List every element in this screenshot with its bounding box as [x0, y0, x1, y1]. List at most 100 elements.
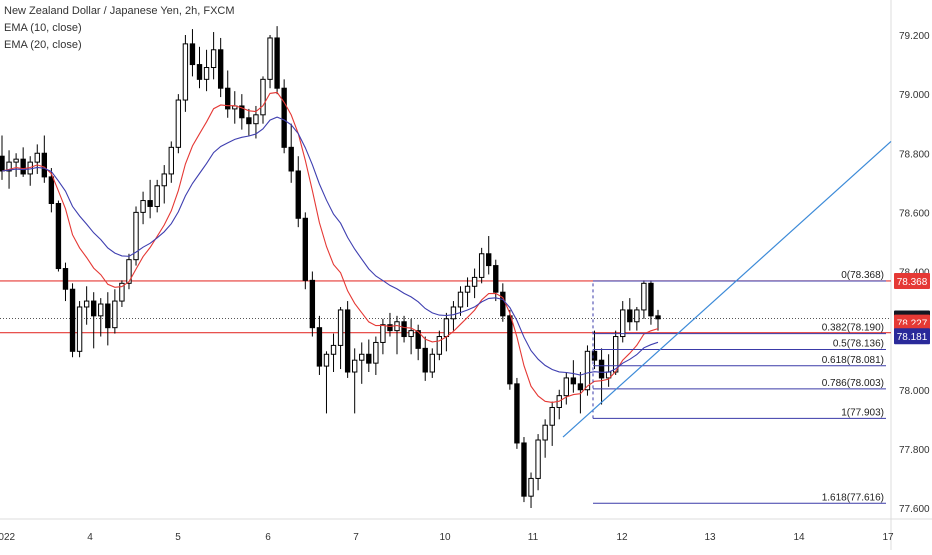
candle-up	[612, 336, 619, 373]
x-tick-label: 14	[793, 532, 805, 543]
x-tick-label: 5	[175, 532, 181, 543]
candle-up	[119, 282, 125, 302]
candle-down	[62, 268, 69, 290]
candle-down	[500, 291, 506, 317]
candle-up	[330, 344, 337, 355]
candle-down	[514, 383, 520, 444]
fib-level-label: 1(77.903)	[841, 407, 884, 418]
y-tick-label: 77.800	[899, 445, 930, 456]
x-tick-label: 11	[528, 532, 539, 543]
candle-down	[225, 87, 231, 110]
candle-down	[302, 217, 308, 281]
candle-down	[598, 359, 605, 379]
y-tick-label: 79.000	[899, 90, 930, 101]
price-badge-label: 78.227	[897, 319, 928, 330]
candle-up	[429, 353, 435, 373]
candle-down	[422, 347, 428, 373]
candle-up	[359, 353, 365, 361]
candle-up	[133, 211, 139, 261]
candle-up	[253, 114, 259, 125]
fib-level-label: 0.786(78.003)	[822, 378, 884, 389]
legend-ema-10: EMA (10, close)	[4, 22, 82, 34]
candle-up	[76, 306, 83, 352]
candle-down	[20, 158, 26, 175]
x-tick-label: 7	[353, 532, 359, 543]
candle-down	[655, 315, 661, 320]
x-tick-label: 12	[616, 532, 628, 543]
candle-down	[281, 87, 287, 148]
candle-down	[196, 64, 203, 80]
fib-level-label: 1.618(77.616)	[822, 492, 884, 503]
candle-down	[344, 309, 351, 373]
candle-down	[309, 279, 316, 329]
candle-up	[210, 49, 217, 69]
candle-up	[436, 336, 443, 355]
candle-down	[91, 300, 97, 317]
candle-down	[41, 152, 48, 178]
candle-down	[189, 43, 196, 66]
candle-up	[380, 324, 386, 343]
candle-down	[648, 282, 654, 317]
candle-up	[34, 152, 40, 163]
fib-level-label: 0.382(78.190)	[822, 323, 884, 334]
fib-level-label: 0(78.368)	[841, 270, 884, 281]
x-tick-label: 17	[882, 532, 894, 543]
candle-down	[570, 377, 577, 385]
candle-up	[83, 300, 90, 308]
candle-up	[161, 173, 167, 187]
candle-up	[584, 350, 591, 391]
candle-down	[55, 203, 62, 270]
candle-up	[450, 306, 457, 320]
candle-down	[627, 309, 633, 323]
candle-up	[528, 477, 534, 497]
candle-down	[105, 303, 111, 329]
x-tick-label: 6	[265, 532, 271, 543]
candle-up	[471, 276, 478, 287]
y-tick-label: 78.600	[899, 208, 930, 219]
candle-up	[352, 359, 358, 373]
candle-down	[69, 288, 76, 352]
candle-up	[140, 200, 146, 213]
candle-up	[641, 282, 647, 311]
candle-up	[620, 309, 626, 338]
candle-up	[6, 161, 12, 172]
ema-20-line	[1, 116, 659, 376]
candle-down	[486, 253, 492, 267]
candle-up	[203, 67, 210, 80]
candle-down	[0, 155, 5, 172]
candle-down	[577, 383, 584, 391]
candle-down	[147, 200, 153, 207]
fib-level-label: 0.5(78.136)	[833, 339, 884, 350]
price-badge-label: 78.368	[897, 277, 928, 288]
x-tick-label: 4	[87, 532, 93, 543]
chart-title: New Zealand Dollar / Japanese Yen, 2h, F…	[4, 5, 235, 17]
candle-up	[549, 406, 555, 426]
chart-legend: New Zealand Dollar / Japanese Yen, 2h, F…	[4, 3, 235, 54]
candle-up	[443, 318, 450, 338]
candle-up	[182, 43, 189, 101]
candle-up	[457, 291, 464, 308]
trend-line	[562, 140, 892, 438]
candle-down	[48, 176, 55, 205]
y-tick-label: 79.200	[899, 31, 930, 42]
candle-down	[493, 265, 499, 293]
price-badge	[894, 328, 930, 345]
candle-down	[295, 170, 301, 219]
y-tick-label: 78.000	[899, 386, 930, 397]
candle-down	[591, 350, 598, 361]
y-tick-label: 78.800	[899, 149, 930, 160]
legend-ema-20: EMA (20, close)	[4, 39, 82, 51]
candle-up	[408, 330, 414, 338]
fib-level-label: 0.618(78.081)	[822, 355, 884, 366]
candle-down	[521, 442, 527, 497]
candle-down	[274, 37, 280, 89]
candle-up	[464, 285, 471, 293]
candle-down	[387, 324, 393, 332]
candle-down	[401, 321, 407, 338]
price-badge	[894, 272, 930, 289]
candle-up	[13, 158, 19, 163]
candle-down	[246, 117, 252, 125]
candle-down	[217, 49, 224, 89]
